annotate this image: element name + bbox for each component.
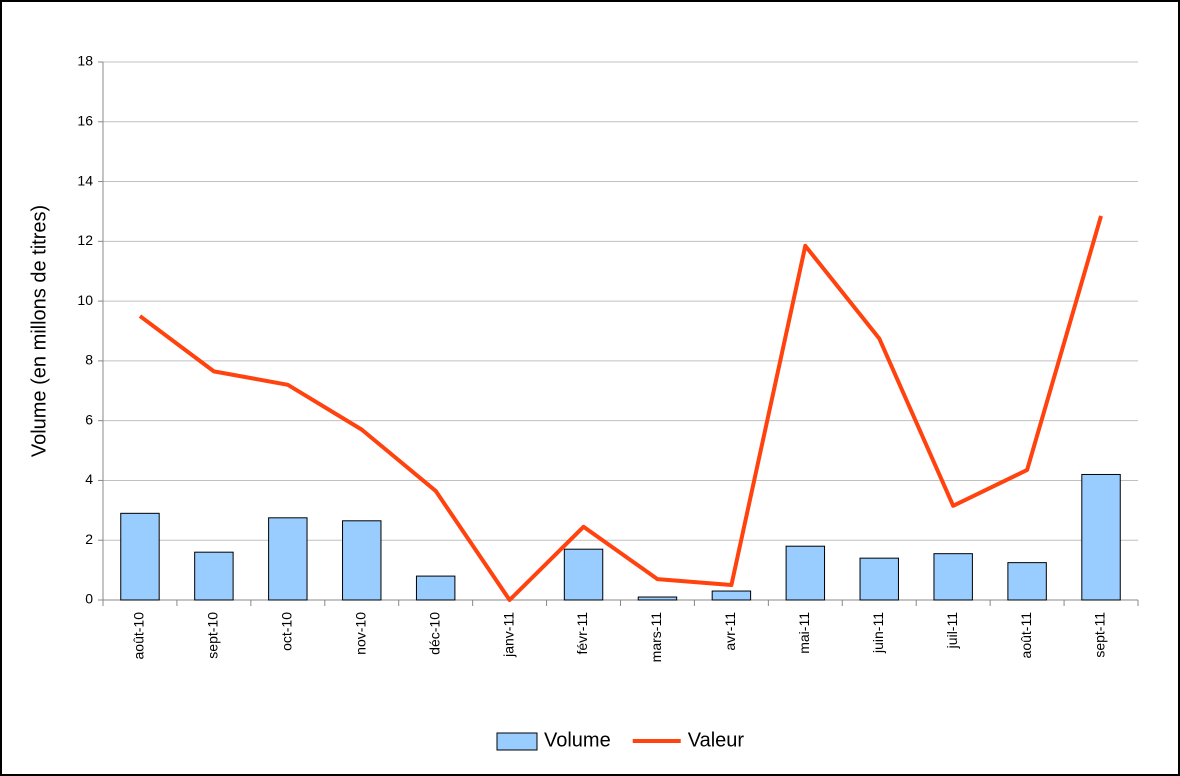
y-tick-label: 0 [85,591,93,607]
x-tick-label: juil-11 [944,612,960,650]
x-tick-label: sept-11 [1092,612,1108,658]
x-tick-label: janv-11 [500,612,516,658]
x-tick-label: août-10 [131,612,147,660]
legend-swatch [496,732,538,751]
legend-label: Volume [544,729,611,751]
x-tick-label: août-11 [1018,612,1034,659]
bar [563,548,604,601]
bar [342,520,382,601]
y-tick-label: 6 [85,411,93,427]
bar [1081,473,1121,601]
x-tick-label: avr-11 [722,612,738,651]
x-tick-label: juin-11 [870,612,886,654]
bar [785,545,826,601]
bar [1007,562,1047,601]
x-tick-label: mars-11 [648,612,664,663]
x-tick-label: mai-11 [796,612,812,654]
legend-label: Valeur [688,729,745,751]
y-tick-label: 8 [85,352,93,368]
bar [415,575,456,601]
x-tick-label: oct-10 [279,612,295,651]
y-axis-label: Volume (en millons de titres) [28,205,50,457]
x-tick-label: févr-11 [574,612,590,655]
y-tick-label: 2 [85,531,93,547]
bar [933,553,973,601]
y-tick-label: 4 [85,471,93,487]
bar [268,517,308,601]
bar [711,590,752,601]
y-tick-label: 18 [77,53,93,69]
bar [194,551,234,601]
x-tick-label: déc-10 [426,612,442,655]
x-tick-label: sept-10 [205,612,221,659]
y-tick-label: 10 [77,292,93,308]
y-tick-label: 12 [77,232,93,248]
x-tick-label: nov-10 [352,612,368,655]
y-tick-label: 16 [77,112,93,128]
bar [120,512,160,601]
bar [859,557,899,601]
line [138,215,1103,602]
y-tick-label: 14 [77,172,93,188]
bar [637,596,678,601]
